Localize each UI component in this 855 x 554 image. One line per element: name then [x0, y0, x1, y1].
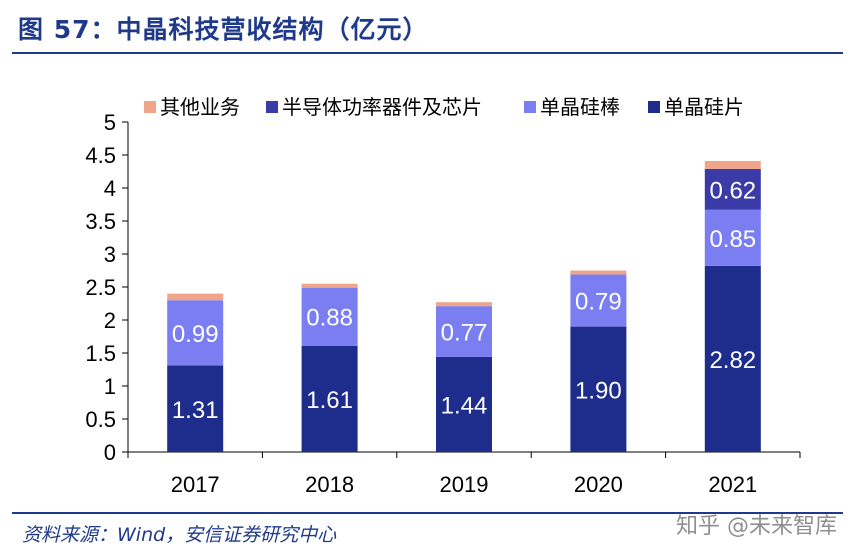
data-label: 1.61 — [306, 387, 353, 414]
bars-layer: 1.31 0.99 1.61 0.88 1.44 0.77 1.90 0.79 2.82 0.85… — [167, 161, 761, 452]
data-label: 0.99 — [172, 321, 219, 348]
bar-segment — [302, 284, 358, 288]
data-label: 1.31 — [172, 397, 219, 424]
legend-label: 其他业务 — [160, 95, 240, 119]
y-tick-label: 5 — [104, 110, 116, 135]
stacked-bar-chart: 其他业务 半导体功率器件及芯片 单晶硅棒 单晶硅片 0 0.5 1 1.5 2 2.5 3 3.5 4… — [0, 0, 855, 554]
data-label: 0.79 — [575, 289, 622, 316]
y-tick-label: 0.5 — [85, 407, 116, 432]
x-tick-label: 2018 — [305, 472, 354, 497]
data-label: 0.77 — [441, 320, 488, 347]
y-tick-label: 0 — [104, 440, 116, 465]
y-tick-label: 3.5 — [85, 209, 116, 234]
bar-segment — [570, 271, 626, 275]
y-tick-label: 1 — [104, 374, 116, 399]
bar-segment — [167, 294, 223, 301]
bar-segment — [705, 161, 761, 169]
data-label: 0.62 — [709, 177, 756, 204]
data-label: 1.44 — [441, 392, 488, 419]
x-axis: 2017 2018 2019 2020 2021 — [128, 452, 800, 497]
legend-swatch — [648, 101, 660, 113]
data-label: 0.85 — [709, 226, 756, 253]
watermark: 知乎 @未来智库 — [676, 508, 837, 540]
y-axis: 0 0.5 1 1.5 2 2.5 3 3.5 4 4.5 5 — [85, 110, 128, 465]
x-tick-label: 2020 — [574, 472, 623, 497]
chart-legend: 其他业务 半导体功率器件及芯片 单晶硅棒 单晶硅片 — [144, 95, 744, 119]
y-tick-label: 1.5 — [85, 341, 116, 366]
data-label: 1.90 — [575, 377, 622, 404]
y-tick-label: 4 — [104, 176, 116, 201]
legend-label: 单晶硅棒 — [540, 95, 620, 119]
legend-label: 单晶硅片 — [664, 95, 744, 119]
legend-swatch — [144, 101, 156, 113]
legend-swatch — [524, 101, 536, 113]
bar-segment — [436, 302, 492, 306]
x-tick-label: 2019 — [440, 472, 489, 497]
data-label: 2.82 — [709, 347, 756, 374]
x-tick-label: 2017 — [171, 472, 220, 497]
legend-label: 半导体功率器件及芯片 — [282, 95, 482, 119]
data-label: 0.88 — [306, 305, 353, 332]
source-note: 资料来源：Wind，安信证券研究中心 — [22, 520, 336, 547]
y-tick-label: 2.5 — [85, 275, 116, 300]
legend-swatch — [266, 101, 278, 113]
y-tick-label: 2 — [104, 308, 116, 333]
x-tick-label: 2021 — [708, 472, 757, 497]
y-tick-label: 4.5 — [85, 143, 116, 168]
y-tick-label: 3 — [104, 242, 116, 267]
